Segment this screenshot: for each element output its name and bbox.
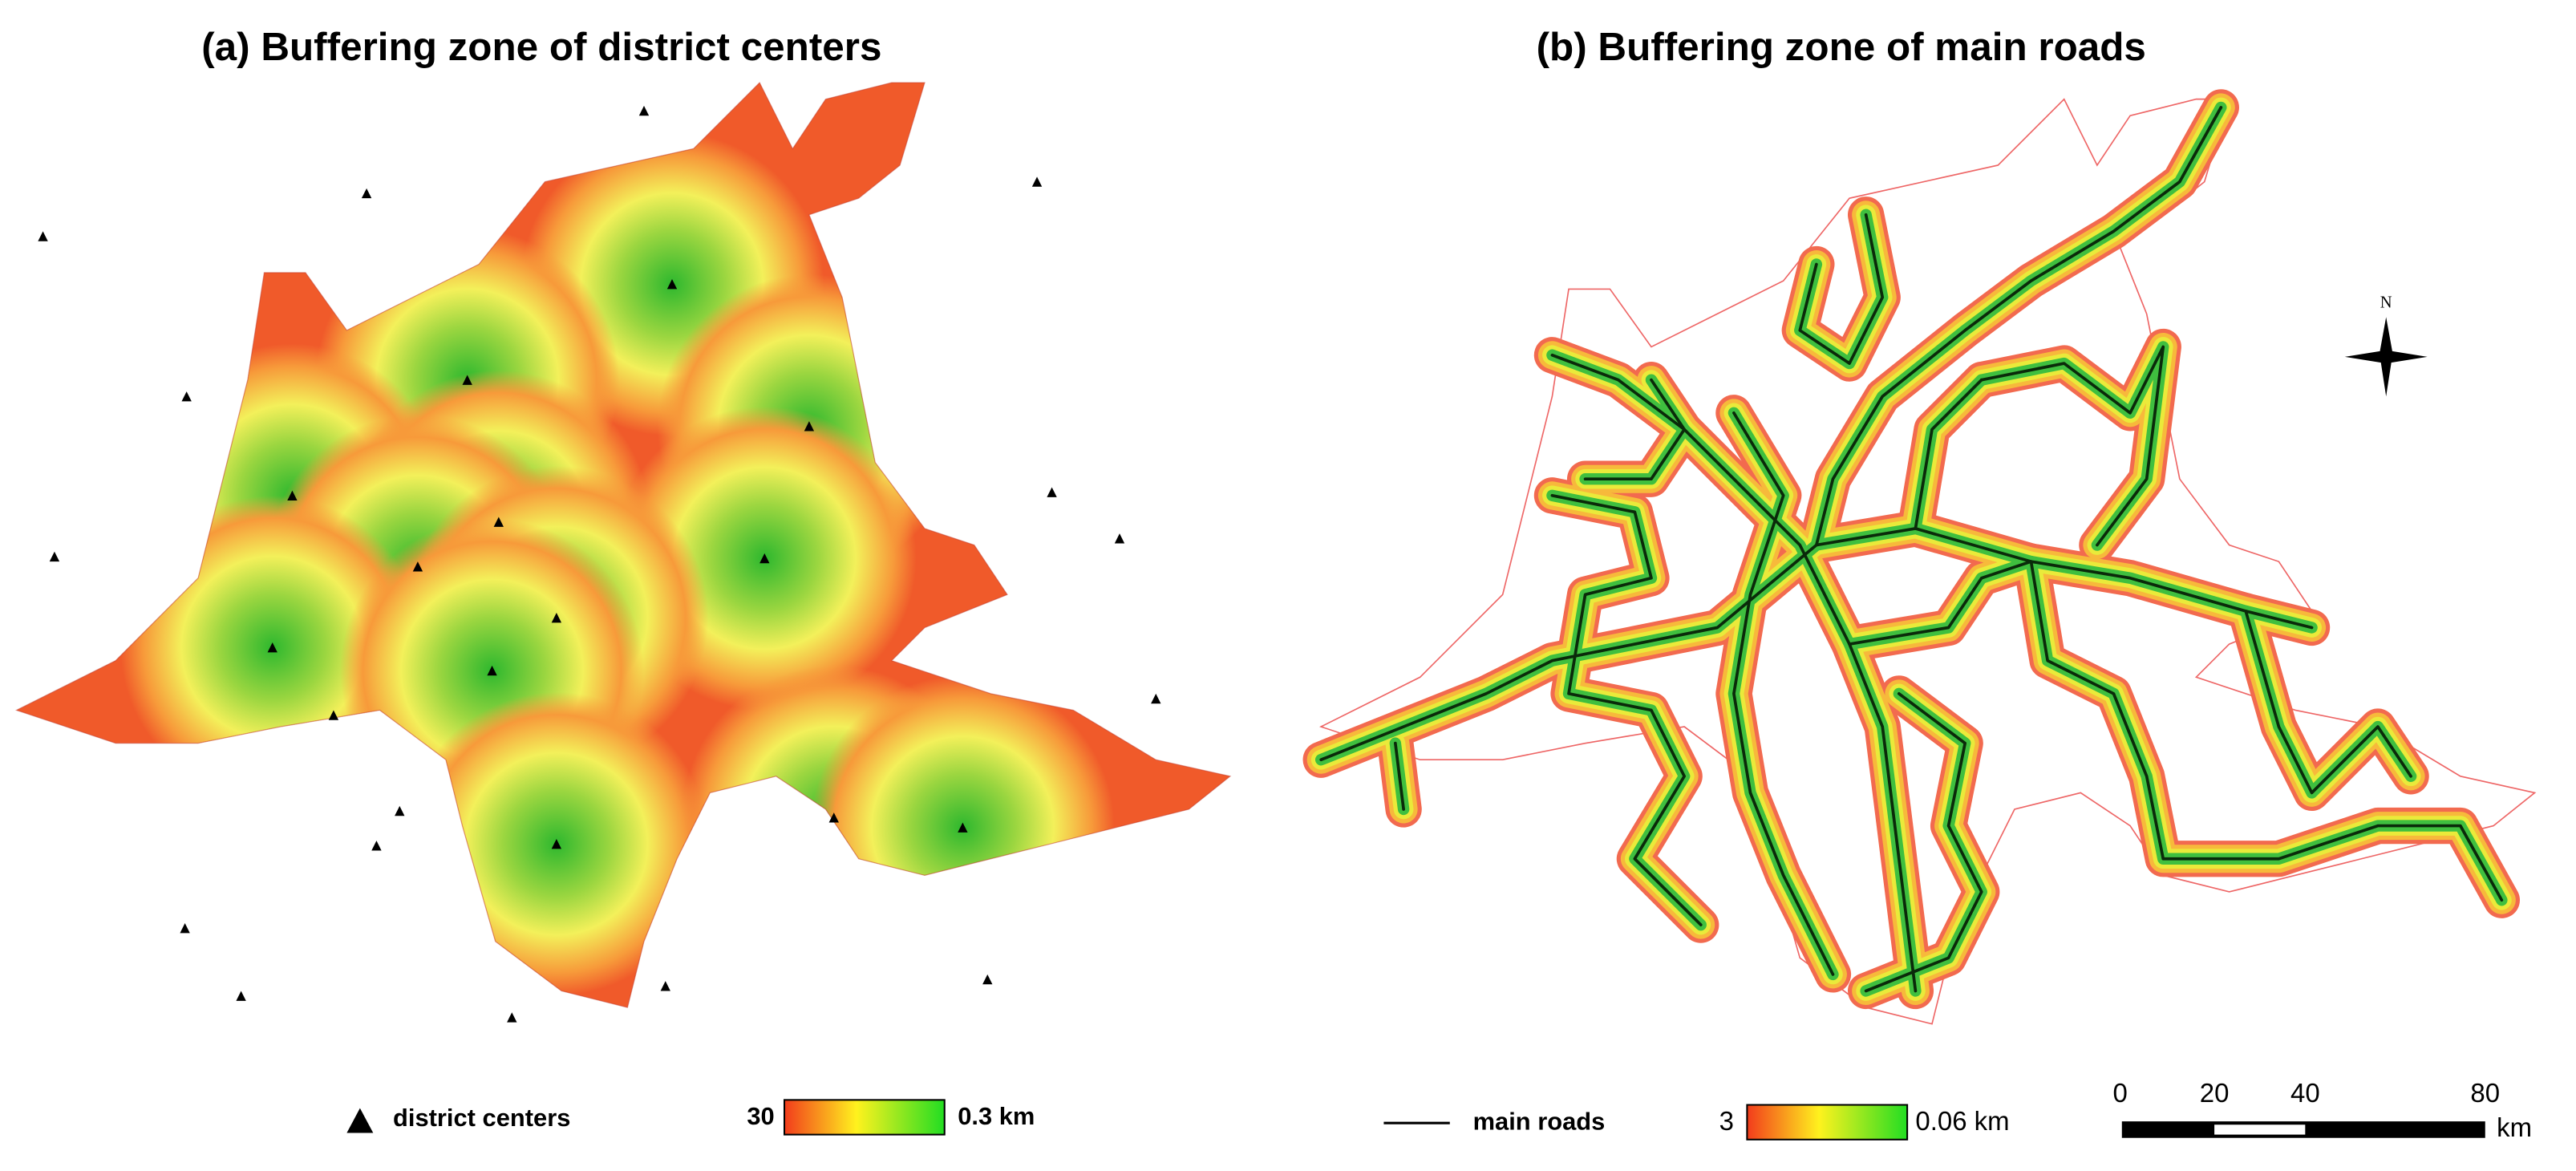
- district-center: [38, 231, 48, 241]
- road-buffer: [1979, 345, 2165, 547]
- district-center: [551, 839, 562, 849]
- scale-max: 0.06 km: [1915, 1106, 2009, 1136]
- road-buffer: [1319, 527, 2314, 762]
- buffer-map-a: [15, 82, 1231, 1023]
- scale-tick: 40: [2290, 1078, 2320, 1108]
- road-buffer: [1732, 411, 1835, 976]
- legend-symbol: [346, 1108, 374, 1133]
- road-buffer: [2029, 560, 2504, 902]
- color-ramp: [1746, 1104, 1909, 1141]
- scale-min: 3: [1719, 1106, 1734, 1136]
- district-center: [395, 805, 405, 816]
- district-center: [804, 421, 815, 432]
- district-center: [1047, 487, 1057, 497]
- north-arrow: N: [2344, 294, 2428, 397]
- scale-min: 30: [747, 1102, 774, 1130]
- district-center: [371, 841, 382, 851]
- north-label: N: [2380, 294, 2392, 312]
- district-center: [660, 981, 670, 991]
- district-center: [958, 822, 968, 833]
- road-buffer: [1914, 378, 1983, 530]
- road-buffer: [2244, 610, 2412, 795]
- district-center: [982, 974, 993, 985]
- road-buffer: [1393, 741, 1405, 811]
- district-center: [287, 490, 298, 500]
- road-map-b: [1302, 89, 2536, 1025]
- district-center: [328, 710, 339, 720]
- legend-label: main roads: [1473, 1107, 1606, 1135]
- road-buffer: [1550, 353, 1918, 993]
- district-center: [181, 391, 192, 402]
- road-buffer: [1815, 106, 2223, 547]
- district-center: [638, 105, 650, 116]
- scale-tick: 80: [2470, 1078, 2500, 1108]
- road-buffer: [1583, 378, 1687, 481]
- scale-bar: 0 20 40 80 km: [2113, 1078, 2533, 1142]
- road-buffer: [1550, 493, 1703, 926]
- district-center: [828, 812, 839, 823]
- panel-title: (b) Buffering zone of main roads: [1537, 25, 2146, 69]
- district-center: [1151, 693, 1161, 704]
- district-center: [361, 188, 372, 199]
- district-center: [1031, 176, 1043, 187]
- district-center: [1114, 533, 1125, 544]
- district-center: [666, 279, 678, 290]
- panel-title: (a) Buffering zone of district centers: [201, 25, 881, 69]
- road-buffer: [1848, 560, 2033, 646]
- color-ramp: [783, 1099, 946, 1136]
- district-center: [267, 642, 277, 653]
- scale-max: 0.3 km: [958, 1102, 1035, 1130]
- district-center: [49, 551, 60, 562]
- district-center: [180, 923, 190, 934]
- scale-unit: km: [2497, 1112, 2532, 1142]
- scale-tick: 20: [2200, 1078, 2230, 1108]
- district-center: [412, 561, 423, 572]
- district-center: [493, 517, 504, 527]
- district-center: [236, 991, 246, 1001]
- district-center: [462, 375, 472, 385]
- district-center: [507, 1012, 517, 1023]
- district-center: [759, 553, 770, 564]
- district-center: [487, 665, 497, 676]
- legend-label: district centers: [393, 1104, 570, 1132]
- road-buffer: [1798, 213, 1885, 365]
- scale-tick: 0: [2113, 1078, 2128, 1108]
- road-buffer: [1864, 692, 1983, 993]
- district-center: [551, 612, 562, 623]
